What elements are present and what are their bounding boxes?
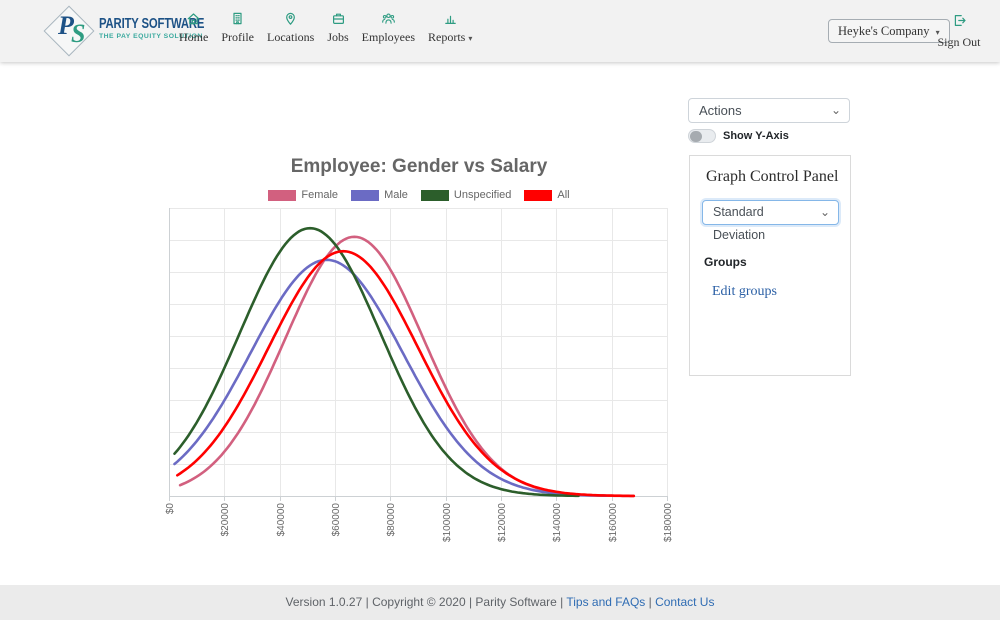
nav-label: Reports ▾	[428, 30, 473, 44]
legend-item-all[interactable]: All	[524, 189, 570, 201]
people-icon	[381, 11, 396, 27]
x-tick-label: $60000	[331, 503, 342, 537]
groups-label: Groups	[704, 255, 747, 269]
x-tick-label: $120000	[497, 503, 508, 542]
legend-label: Female	[301, 189, 339, 201]
bar-chart-icon	[443, 11, 458, 27]
show-y-axis-toggle[interactable]	[688, 129, 716, 143]
nav-label: Employees	[361, 30, 415, 44]
x-tick-label: $20000	[220, 503, 232, 537]
measure-select[interactable]: Standard Deviation ⌄	[702, 200, 839, 242]
plot-area[interactable]	[169, 208, 672, 509]
legend-label: All	[557, 189, 570, 201]
nav-label: Home	[179, 30, 209, 44]
series-line-female[interactable]	[178, 235, 636, 498]
series-line-all[interactable]	[176, 249, 636, 498]
nav-item-jobs[interactable]: Jobs	[325, 11, 350, 45]
nav-item-home[interactable]: Home	[177, 11, 210, 45]
legend-label: Unspecified	[453, 189, 512, 201]
tips-faqs-link[interactable]: Tips and FAQs	[566, 595, 646, 609]
legend-swatch	[351, 189, 380, 201]
nav-item-locations[interactable]: Locations	[265, 11, 316, 45]
map-pin-icon	[283, 11, 298, 27]
chevron-down-icon: ⌄	[830, 103, 841, 117]
legend-item-male[interactable]: Male	[351, 189, 408, 201]
series-line-male[interactable]	[173, 258, 608, 497]
building-icon	[230, 11, 245, 27]
legend-item-female[interactable]: Female	[268, 189, 338, 201]
actions-select[interactable]: Actions ⌄	[688, 98, 850, 123]
footer-copyright: Copyright © 2020	[372, 595, 466, 609]
legend-swatch	[524, 189, 553, 201]
logo-monogram-p: P	[58, 11, 74, 40]
x-tick-label: $100000	[441, 503, 453, 542]
company-selector-button[interactable]: Heyke's Company ▾	[828, 19, 950, 43]
legend-item-unspecified[interactable]: Unspecified	[420, 189, 512, 201]
logo-name: PARITY SOFTWARE	[99, 16, 205, 32]
x-tick-label: $40000	[275, 503, 287, 537]
show-y-axis-label: Show Y-Axis	[723, 130, 789, 142]
home-icon	[186, 11, 201, 27]
toggle-knob	[690, 130, 702, 142]
header: P S PARITY SOFTWARE THE PAY EQUITY SOLUT…	[0, 0, 1000, 62]
nav-item-reports[interactable]: Reports ▾	[426, 11, 474, 45]
nav-label: Profile	[221, 30, 254, 44]
chart-legend: Female Male Unspecified All	[169, 189, 669, 201]
briefcase-icon	[331, 11, 346, 27]
legend-swatch	[420, 189, 449, 201]
nav-label: Jobs	[327, 30, 349, 44]
sign-out-button[interactable]: Sign Out	[933, 13, 985, 50]
sign-out-label: Sign Out	[937, 35, 981, 49]
legend-swatch	[268, 189, 297, 201]
chevron-down-icon: ⌄	[819, 205, 830, 219]
edit-groups-link[interactable]: Edit groups	[712, 284, 777, 299]
panel-title: Graph Control Panel	[706, 168, 839, 185]
footer-company: Parity Software	[475, 595, 557, 609]
nav-label: Locations	[267, 30, 315, 44]
footer-version: Version 1.0.27	[285, 595, 363, 609]
chevron-down-icon: ▾	[935, 28, 940, 37]
main-nav: Home Profile Locations Jobs	[177, 11, 474, 45]
logo-monogram-s: S	[71, 19, 86, 48]
series-line-unspecified[interactable]	[173, 226, 580, 498]
x-tick-label: $160000	[607, 503, 619, 542]
graph-control-panel: Graph Control Panel Standard Deviation ⌄…	[689, 155, 851, 376]
logo-tagline: THE PAY EQUITY SOLUTION	[99, 33, 203, 40]
x-tick-label: $180000	[663, 503, 674, 542]
logo[interactable]: PARITY SOFTWARE THE PAY EQUITY SOLUTION	[99, 16, 234, 40]
contact-us-link[interactable]: Contact Us	[655, 595, 715, 609]
nav-item-employees[interactable]: Employees	[360, 11, 417, 45]
footer: Version 1.0.27 | Copyright © 2020 | Pari…	[0, 585, 1000, 620]
x-tick-label: $80000	[386, 503, 398, 537]
x-tick-label: $0	[165, 503, 176, 515]
plot-svg	[169, 208, 668, 501]
legend-label: Male	[384, 189, 408, 201]
sign-out-icon	[952, 13, 967, 28]
x-tick-label: $140000	[552, 503, 564, 542]
chart-title: Employee: Gender vs Salary	[290, 156, 548, 177]
nav-item-profile[interactable]: Profile	[219, 11, 256, 45]
chevron-down-icon: ▾	[468, 34, 473, 43]
